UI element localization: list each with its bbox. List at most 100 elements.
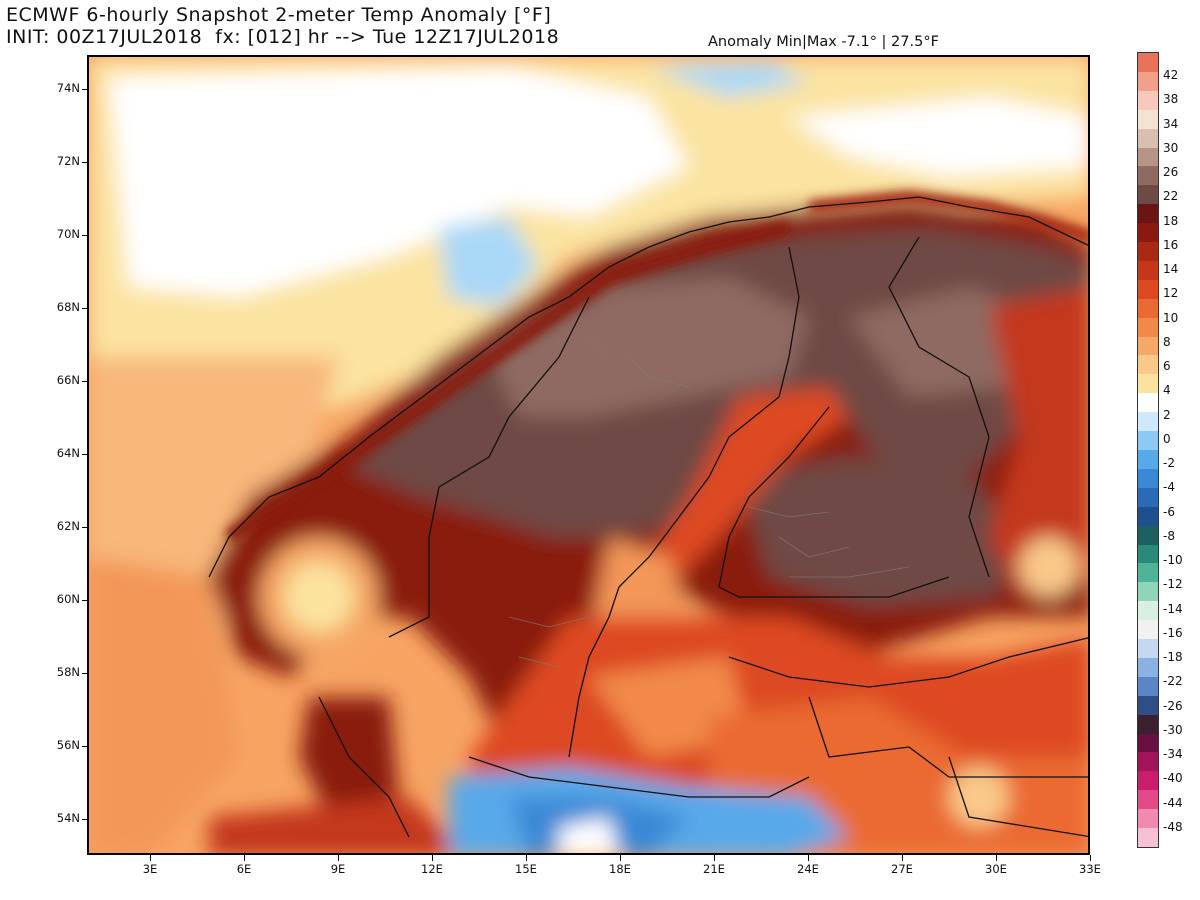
colorbar-swatch bbox=[1138, 374, 1158, 394]
colorbar-label: -16 bbox=[1163, 625, 1183, 640]
colorbar-label: 30 bbox=[1163, 140, 1179, 155]
latitude-tick bbox=[82, 600, 88, 601]
colorbar-swatch bbox=[1138, 657, 1158, 678]
longitude-label: 15E bbox=[515, 862, 537, 876]
latitude-tick bbox=[82, 746, 88, 747]
colorbar-swatch bbox=[1138, 431, 1158, 451]
map-subtitle-init: INIT: 00Z17JUL2018 fx: [012] hr --> Tue … bbox=[6, 26, 560, 48]
colorbar-swatch bbox=[1138, 525, 1158, 545]
colorbar-swatch bbox=[1138, 601, 1158, 621]
colorbar-swatch bbox=[1138, 582, 1158, 602]
colorbar-swatch bbox=[1138, 828, 1158, 848]
anomaly-minmax: Anomaly Min|Max -7.1° | 27.5°F bbox=[708, 34, 939, 50]
colorbar-swatch bbox=[1138, 147, 1158, 167]
colorbar-label: -48 bbox=[1163, 819, 1183, 834]
colorbar-swatch bbox=[1138, 412, 1158, 432]
colorbar-label: 26 bbox=[1163, 165, 1179, 179]
colorbar-label: -34 bbox=[1163, 747, 1183, 761]
longitude-tick bbox=[1090, 855, 1091, 861]
latitude-tick bbox=[82, 381, 88, 382]
latitude-tick bbox=[82, 89, 88, 90]
colorbar-swatch bbox=[1138, 790, 1158, 810]
latitude-tick bbox=[82, 819, 88, 820]
longitude-tick bbox=[996, 855, 997, 861]
colorbar-swatch bbox=[1138, 242, 1158, 262]
colorbar-label: -30 bbox=[1163, 722, 1183, 737]
latitude-label: 58N bbox=[56, 665, 80, 679]
colorbar-swatch bbox=[1138, 336, 1158, 356]
latitude-tick bbox=[82, 673, 88, 674]
colorbar-swatch bbox=[1138, 563, 1158, 583]
colorbar-swatch bbox=[1138, 90, 1158, 111]
colorbar-swatch bbox=[1138, 260, 1158, 281]
colorbar-swatch bbox=[1138, 185, 1158, 205]
colorbar-label: 34 bbox=[1163, 116, 1179, 131]
longitude-label: 30E bbox=[985, 862, 1007, 876]
longitude-label: 33E bbox=[1079, 862, 1101, 876]
latitude-label: 54N bbox=[56, 811, 80, 825]
colorbar-label: -44 bbox=[1163, 795, 1183, 810]
colorbar-swatch bbox=[1138, 714, 1158, 735]
latitude-label: 56N bbox=[56, 738, 80, 752]
colorbar-swatch bbox=[1138, 487, 1158, 508]
longitude-label: 6E bbox=[236, 862, 252, 876]
colorbar-swatch bbox=[1138, 771, 1158, 791]
colorbar-swatch bbox=[1138, 752, 1158, 772]
colorbar-label: -4 bbox=[1163, 480, 1175, 495]
longitude-label: 9E bbox=[330, 862, 346, 876]
colorbar-swatch bbox=[1138, 71, 1158, 92]
colorbar-label: -8 bbox=[1163, 528, 1175, 543]
latitude-label: 62N bbox=[56, 519, 80, 533]
colorbar-label: -40 bbox=[1163, 771, 1183, 786]
colorbar-label: 22 bbox=[1163, 189, 1179, 204]
anomaly-field bbox=[89, 57, 1088, 853]
colorbar-swatch bbox=[1138, 166, 1158, 186]
colorbar-swatch bbox=[1138, 639, 1158, 659]
longitude-tick bbox=[432, 855, 433, 861]
longitude-label: 24E bbox=[797, 862, 819, 876]
latitude-label: 68N bbox=[56, 300, 80, 314]
colorbar-label: -26 bbox=[1163, 698, 1183, 713]
colorbar-label: 14 bbox=[1163, 262, 1179, 276]
colorbar-swatch bbox=[1138, 468, 1158, 489]
longitude-tick bbox=[620, 855, 621, 861]
colorbar-swatch bbox=[1138, 620, 1158, 640]
colorbar-swatch bbox=[1138, 695, 1158, 716]
colorbar-swatch bbox=[1138, 128, 1158, 148]
colorbar-label: -12 bbox=[1163, 577, 1183, 592]
colorbar-label: -14 bbox=[1163, 601, 1183, 616]
colorbar-label: 38 bbox=[1163, 92, 1179, 107]
longitude-tick bbox=[244, 855, 245, 861]
latitude-label: 66N bbox=[56, 373, 80, 387]
colorbar-label: -6 bbox=[1163, 504, 1175, 519]
latitude-tick bbox=[82, 527, 88, 528]
colorbar-label: 16 bbox=[1163, 237, 1179, 252]
colorbar-swatch bbox=[1138, 355, 1158, 375]
longitude-label: 18E bbox=[609, 862, 631, 876]
colorbar-swatch bbox=[1138, 317, 1158, 338]
map-panel bbox=[87, 55, 1090, 855]
latitude-label: 74N bbox=[56, 81, 80, 95]
colorbar-label: -18 bbox=[1163, 650, 1183, 664]
longitude-label: 12E bbox=[421, 862, 443, 876]
anomaly-map bbox=[89, 57, 1088, 853]
lakes bbox=[508, 336, 910, 668]
latitude-label: 72N bbox=[56, 154, 80, 168]
colorbar-label: 2 bbox=[1163, 407, 1171, 422]
colorbar-label: 8 bbox=[1163, 334, 1171, 349]
colorbar-swatch bbox=[1138, 298, 1158, 319]
latitude-label: 70N bbox=[56, 227, 80, 241]
colorbar-label: 4 bbox=[1163, 383, 1171, 398]
colorbar-swatch bbox=[1138, 279, 1158, 300]
latitude-tick bbox=[82, 454, 88, 455]
country-borders bbox=[208, 196, 1088, 838]
colorbar bbox=[1137, 52, 1159, 848]
colorbar-swatch bbox=[1138, 506, 1158, 527]
longitude-tick bbox=[714, 855, 715, 861]
map-title: ECMWF 6-hourly Snapshot 2-meter Temp Ano… bbox=[6, 4, 552, 26]
latitude-label: 60N bbox=[56, 592, 80, 606]
longitude-tick bbox=[808, 855, 809, 861]
colorbar-swatch bbox=[1138, 53, 1158, 73]
colorbar-swatch bbox=[1138, 393, 1158, 413]
colorbar-label: 12 bbox=[1163, 286, 1179, 301]
